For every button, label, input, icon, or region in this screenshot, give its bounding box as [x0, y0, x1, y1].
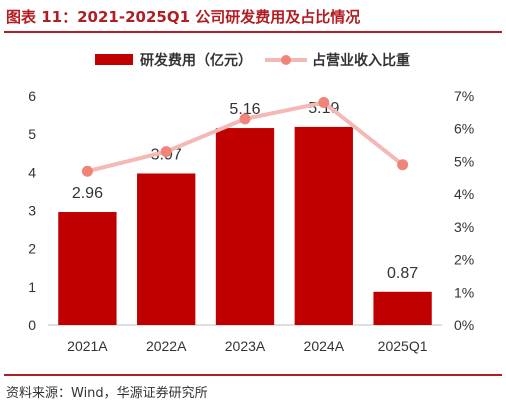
legend-bar-swatch — [95, 54, 133, 65]
y-left-tick-label: 6 — [28, 88, 36, 104]
bar-data-label: 0.87 — [387, 265, 418, 282]
figure-title: 图表 11：2021-2025Q1 公司研发费用及占比情况 — [6, 8, 361, 26]
legend-line-marker — [281, 55, 291, 65]
bar — [294, 126, 353, 325]
chart-legend: 研发费用（亿元） 占营业收入比重 — [95, 52, 410, 68]
x-tick-label: 2024A — [304, 338, 345, 354]
y-left-tick-label: 3 — [28, 203, 36, 219]
combo-chart: 研发费用（亿元） 占营业收入比重 0 1 2 3 4 5 6 0% 1% 2% 3% 4% 5% 6% 7%… — [28, 52, 474, 354]
x-tick-label: 2022A — [146, 338, 187, 354]
bar — [215, 128, 275, 325]
y-right-tick-label: 5% — [454, 153, 474, 169]
legend-bar-label: 研发费用（亿元） — [140, 52, 252, 68]
y-right-tick-label: 0% — [454, 317, 474, 333]
y-left-tick-label: 5 — [28, 126, 36, 142]
x-tick-label: 2025Q1 — [378, 338, 428, 354]
ratio-point — [318, 97, 330, 109]
y-right-tick-label: 7% — [454, 88, 474, 104]
y-left-tick-label: 1 — [28, 279, 36, 295]
bar-data-label: 2.96 — [72, 185, 103, 202]
ratio-point — [239, 113, 251, 125]
title-divider — [4, 31, 502, 33]
y-right-tick-label: 3% — [454, 219, 474, 235]
y-left-tick-label: 4 — [28, 164, 36, 180]
y-left-tick-label: 2 — [28, 241, 36, 257]
y-right-tick-label: 1% — [454, 284, 474, 300]
x-tick-label: 2021A — [67, 338, 108, 354]
bar — [373, 291, 432, 325]
bar — [137, 173, 196, 325]
y-right-tick-label: 4% — [454, 186, 474, 202]
source-divider — [4, 374, 502, 376]
y-right-tick-label: 2% — [454, 252, 474, 268]
bar-data-label: 5.16 — [229, 101, 260, 118]
ratio-point — [160, 146, 172, 158]
legend-line-label: 占营业收入比重 — [312, 52, 410, 68]
x-tick-label: 2023A — [225, 338, 266, 354]
ratio-point — [81, 165, 93, 177]
ratio-point — [397, 159, 409, 171]
y-right-tick-label: 6% — [454, 121, 474, 137]
y-left-tick-label: 0 — [28, 317, 36, 333]
source-note: 资料来源：Wind，华源证券研究所 — [6, 386, 208, 401]
bar — [58, 212, 117, 325]
